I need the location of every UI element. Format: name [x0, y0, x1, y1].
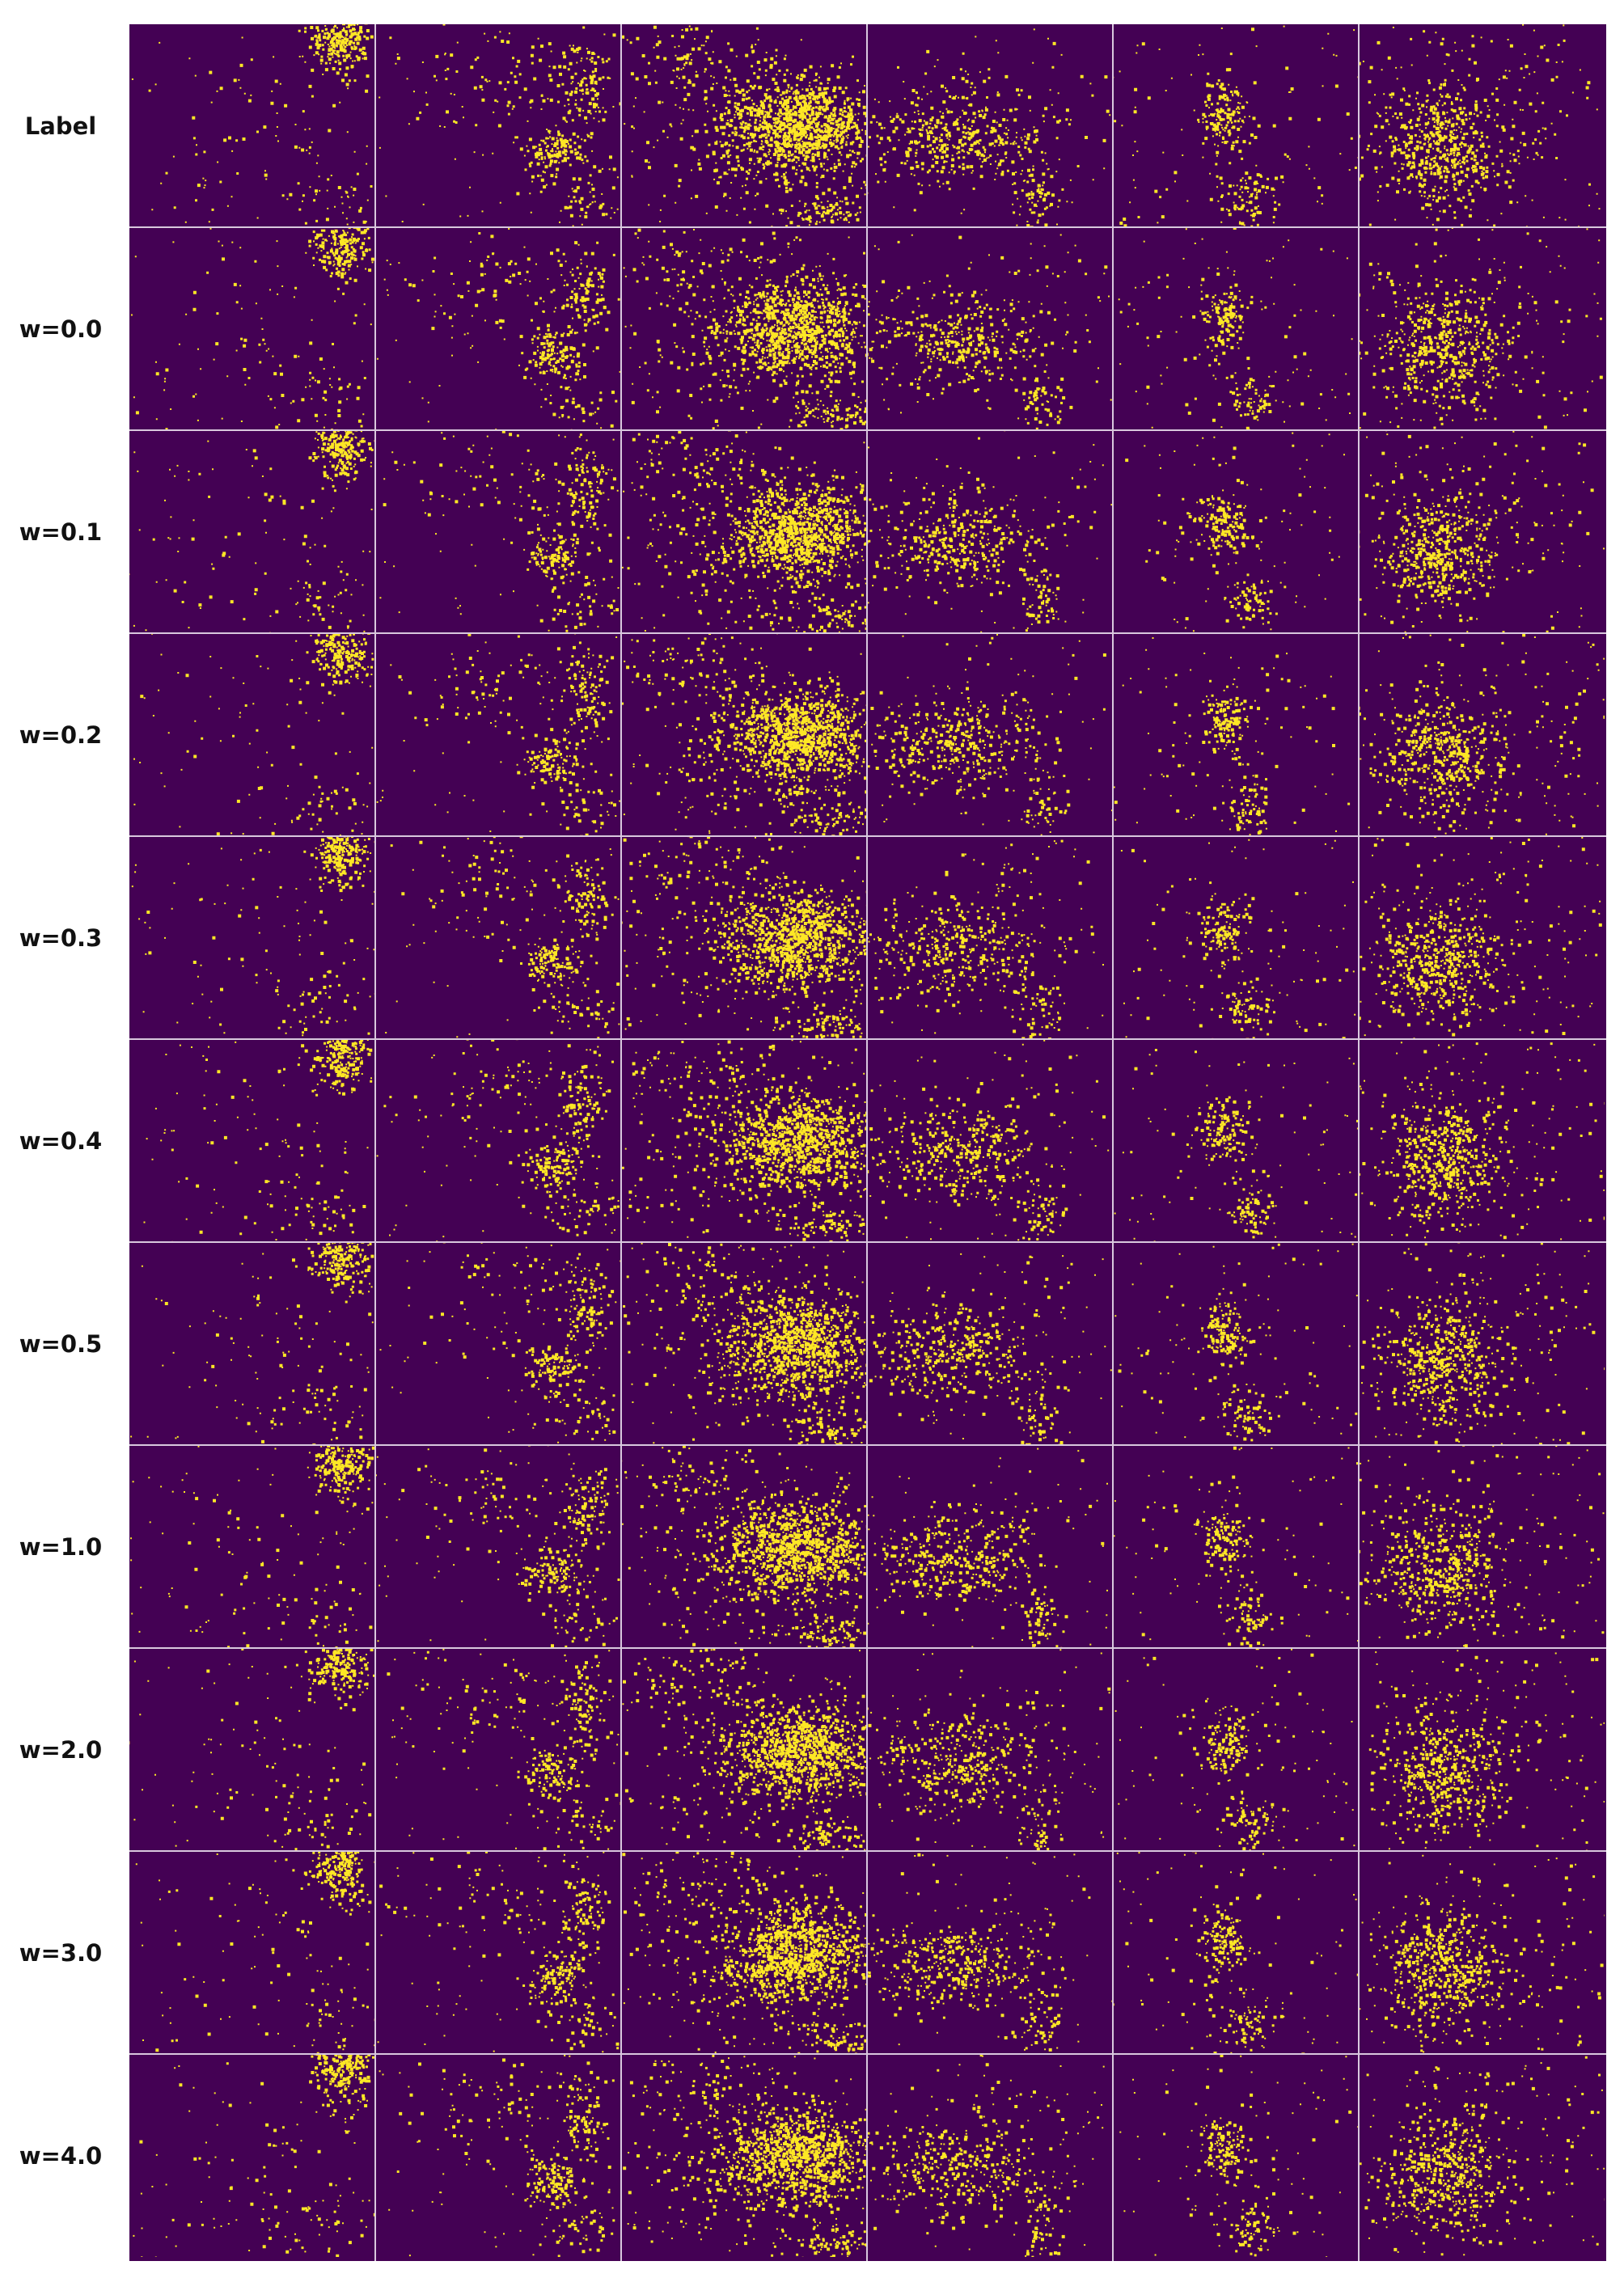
row-label-2: w=0.1 — [19, 518, 103, 546]
row-label-7: w=1.0 — [19, 1532, 103, 1561]
cell-r0-c2 — [621, 24, 867, 227]
cell-pixels — [385, 836, 620, 1039]
cell-r1-c0 — [130, 227, 375, 430]
cell-pixels — [1359, 227, 1603, 429]
cell-pixels — [1113, 25, 1359, 227]
cell-r7-c2 — [621, 1445, 867, 1648]
cell-r3-c0 — [133, 633, 374, 836]
cell-pixels — [375, 1445, 621, 1648]
cell-pixels — [379, 2055, 615, 2257]
cell-r0-c4 — [1113, 25, 1359, 227]
cell-r6-c3 — [869, 1253, 1113, 1445]
cell-pixels — [621, 1851, 867, 2054]
cell-r5-c4 — [1114, 1039, 1359, 1242]
cell-r6-c2 — [623, 1242, 867, 1445]
cell-pixels — [133, 633, 374, 836]
cell-r6-c0 — [130, 1242, 374, 1445]
cell-pixels — [129, 1648, 375, 1851]
cell-pixels — [867, 839, 1104, 1039]
cell-pixels — [621, 430, 867, 633]
cell-pixels — [1359, 836, 1602, 1039]
cell-pixels — [623, 227, 867, 430]
cell-pixels — [867, 1853, 1113, 2054]
cell-r0-c0 — [131, 24, 375, 226]
cell-r4-c1 — [385, 836, 620, 1039]
cell-pixels — [1359, 2056, 1605, 2256]
cell-pixels — [130, 227, 375, 430]
cell-pixels — [867, 28, 1111, 227]
cell-r7-c4 — [1113, 1446, 1359, 1648]
image-grid — [129, 24, 1606, 2261]
cell-r7-c0 — [130, 1445, 375, 1648]
cell-r2-c4 — [1125, 432, 1345, 632]
cell-pixels — [621, 1039, 867, 1242]
cell-r3-c2 — [621, 633, 867, 836]
cell-pixels — [621, 1648, 867, 1851]
cell-pixels — [1114, 1039, 1359, 1242]
row-label-8: w=2.0 — [19, 1735, 103, 1764]
cell-r4-c5 — [1359, 836, 1602, 1039]
cell-r4-c3 — [867, 839, 1104, 1039]
cell-pixels — [1359, 1650, 1605, 1851]
row-label-5: w=0.4 — [19, 1126, 103, 1155]
cell-pixels — [1125, 432, 1345, 632]
cell-r1-c5 — [1359, 227, 1603, 429]
cell-r10-c5 — [1359, 2056, 1605, 2256]
cell-r10-c0 — [133, 2054, 375, 2257]
cell-pixels — [1359, 1854, 1605, 2053]
cell-pixels — [621, 24, 867, 227]
row-label-9: w=3.0 — [19, 1938, 103, 1967]
cell-r1-c1 — [376, 228, 621, 430]
cell-pixels — [1113, 1851, 1359, 2054]
cell-r9-c2 — [621, 1851, 867, 2054]
cell-pixels — [129, 1851, 375, 2054]
cell-pixels — [130, 1445, 375, 1648]
cell-r4-c2 — [621, 836, 867, 1039]
cell-r5-c2 — [621, 1039, 867, 1242]
cell-pixels — [621, 1445, 867, 1648]
cell-r10-c3 — [867, 2054, 1105, 2257]
cell-r8-c5 — [1359, 1650, 1605, 1851]
cell-r2-c5 — [1359, 430, 1605, 633]
row-label-3: w=0.2 — [19, 721, 103, 749]
cell-r10-c2 — [621, 2054, 867, 2257]
cell-r2-c1 — [379, 430, 620, 632]
row-label-10: w=4.0 — [19, 2141, 103, 2170]
cell-pixels — [130, 1242, 374, 1445]
cell-pixels — [1113, 1446, 1359, 1648]
cell-pixels — [133, 2054, 375, 2257]
cell-pixels — [621, 633, 867, 836]
cell-r9-c0 — [129, 1851, 375, 2054]
cell-pixels — [621, 836, 867, 1039]
cell-r2-c2 — [621, 430, 867, 633]
row-label-4: w=0.3 — [19, 923, 103, 952]
cell-r8-c2 — [621, 1648, 867, 1851]
cell-r9-c5 — [1359, 1854, 1605, 2053]
cell-pixels — [623, 1242, 867, 1445]
cell-pixels — [379, 24, 621, 227]
cell-pixels — [1359, 1445, 1605, 1648]
cell-pixels — [867, 2054, 1105, 2257]
cell-r10-c1 — [379, 2055, 615, 2257]
cell-pixels — [131, 24, 375, 226]
cell-pixels — [621, 2054, 867, 2257]
cell-r0-c1 — [379, 24, 621, 227]
cell-pixels — [376, 228, 621, 430]
cell-r1-c2 — [623, 227, 867, 430]
cell-pixels — [379, 430, 620, 632]
cell-r9-c4 — [1113, 1851, 1359, 2054]
cell-r0-c3 — [867, 28, 1111, 227]
cell-r7-c5 — [1359, 1445, 1605, 1648]
cell-pixels — [1359, 430, 1605, 633]
cell-pixels — [869, 1253, 1113, 1445]
cell-r8-c0 — [129, 1648, 375, 1851]
cell-r9-c3 — [867, 1853, 1113, 2054]
row-label-6: w=0.5 — [19, 1329, 103, 1358]
row-label-0: Label — [24, 112, 97, 140]
row-label-1: w=0.0 — [19, 315, 103, 343]
image-grid-svg — [129, 24, 1606, 2261]
cell-r7-c1 — [375, 1445, 621, 1648]
